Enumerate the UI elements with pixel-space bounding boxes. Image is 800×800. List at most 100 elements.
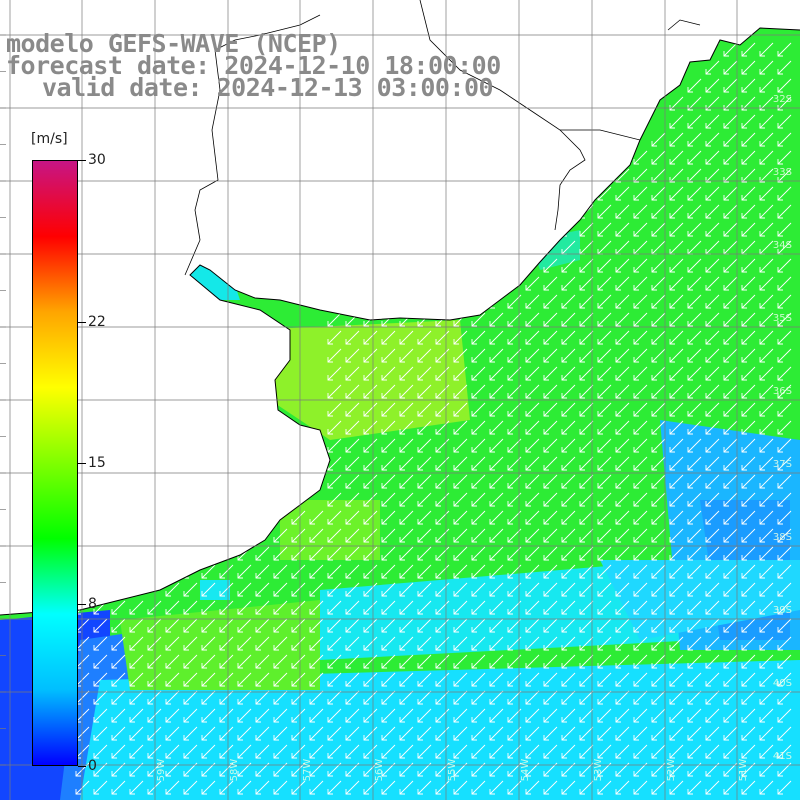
wind-arrow	[759, 222, 774, 237]
wind-arrow	[237, 618, 252, 633]
wind-arrow	[741, 528, 756, 543]
wind-arrow	[471, 672, 486, 687]
wind-arrow	[399, 492, 414, 507]
wind-arrow	[579, 402, 594, 417]
wind-arrow	[129, 654, 144, 669]
wind-arrow	[471, 708, 486, 723]
wind-arrow	[399, 636, 414, 651]
wind-arrow	[651, 780, 666, 795]
wind-arrow	[525, 474, 540, 489]
wind-arrow	[471, 384, 486, 399]
wind-arrow	[597, 780, 612, 795]
wind-arrow	[399, 582, 414, 597]
wind-arrow	[327, 348, 342, 363]
wind-arrow	[669, 474, 684, 489]
wind-arrow	[273, 654, 288, 669]
wind-arrow	[777, 546, 792, 561]
wind-arrow	[561, 474, 576, 489]
wind-arrow	[255, 564, 270, 579]
wind-arrow	[525, 744, 540, 759]
wind-arrow	[489, 312, 504, 327]
wind-arrow	[417, 402, 432, 417]
wind-arrow	[219, 564, 234, 579]
wind-arrow	[759, 42, 774, 57]
wind-arrow	[561, 636, 576, 651]
wind-arrow	[273, 582, 288, 597]
wind-arrow	[453, 402, 468, 417]
wind-arrow	[201, 654, 216, 669]
latitude-label: 41S	[773, 751, 792, 762]
wind-arrow	[291, 636, 306, 651]
wind-arrow	[327, 366, 342, 381]
country-border	[419, 0, 586, 231]
wind-arrow	[561, 546, 576, 561]
wind-arrow	[399, 564, 414, 579]
wind-arrow	[435, 492, 450, 507]
wind-arrow	[687, 330, 702, 345]
wind-arrow	[543, 384, 558, 399]
wind-arrow	[471, 726, 486, 741]
wind-arrow	[597, 690, 612, 705]
wind-arrow	[759, 456, 774, 471]
wind-arrow	[543, 708, 558, 723]
wind-arrow	[741, 276, 756, 291]
wind-arrow	[417, 780, 432, 795]
colorbar-tick-mark	[78, 766, 86, 767]
wind-arrow	[687, 366, 702, 381]
wind-arrow	[579, 618, 594, 633]
wind-arrow	[759, 528, 774, 543]
continent	[0, 0, 800, 615]
wind-arrow	[759, 672, 774, 687]
wind-arrow	[597, 222, 612, 237]
wind-arrow	[399, 600, 414, 615]
wind-arrow	[543, 582, 558, 597]
wind-arrow	[579, 726, 594, 741]
wind-arrow	[615, 744, 630, 759]
wind-arrow	[399, 528, 414, 543]
wind-arrow	[705, 204, 720, 219]
wind-arrow	[273, 528, 288, 543]
latitude-label: 38S	[773, 532, 792, 543]
wind-arrow	[597, 276, 612, 291]
wind-arrow	[579, 348, 594, 363]
wind-arrow	[237, 564, 252, 579]
wind-arrow	[165, 780, 180, 795]
wind-arrow	[633, 780, 648, 795]
wind-arrow	[363, 528, 378, 543]
wind-arrow	[741, 582, 756, 597]
wind-arrow	[597, 672, 612, 687]
wind-arrow	[561, 366, 576, 381]
wind-arrow	[651, 600, 666, 615]
wind-arrow	[687, 456, 702, 471]
wind-arrow	[705, 636, 720, 651]
wind-arrow	[183, 672, 198, 687]
wind-arrow	[705, 618, 720, 633]
wind-arrow	[615, 456, 630, 471]
wind-arrow	[291, 726, 306, 741]
wind-arrow	[489, 636, 504, 651]
wind-arrow	[291, 564, 306, 579]
wind-arrow	[687, 708, 702, 723]
wind-arrow	[723, 636, 738, 651]
wind-arrow	[633, 384, 648, 399]
wind-arrow	[327, 744, 342, 759]
wind-arrow	[597, 420, 612, 435]
wind-arrow	[723, 744, 738, 759]
wind-arrow	[597, 330, 612, 345]
wind-arrow	[741, 654, 756, 669]
wind-arrow	[381, 690, 396, 705]
wind-arrow	[651, 132, 666, 147]
wind-arrow	[615, 672, 630, 687]
wind-arrow	[543, 654, 558, 669]
wind-arrow	[525, 546, 540, 561]
wind-arrow	[687, 744, 702, 759]
wind-arrow	[651, 222, 666, 237]
wind-arrow	[399, 456, 414, 471]
wind-arrow	[543, 420, 558, 435]
wind-arrow	[579, 510, 594, 525]
wind-arrow	[705, 60, 720, 75]
wind-arrow	[345, 456, 360, 471]
wind-arrow	[777, 492, 792, 507]
wind-arrow	[633, 582, 648, 597]
wind-arrow	[255, 654, 270, 669]
